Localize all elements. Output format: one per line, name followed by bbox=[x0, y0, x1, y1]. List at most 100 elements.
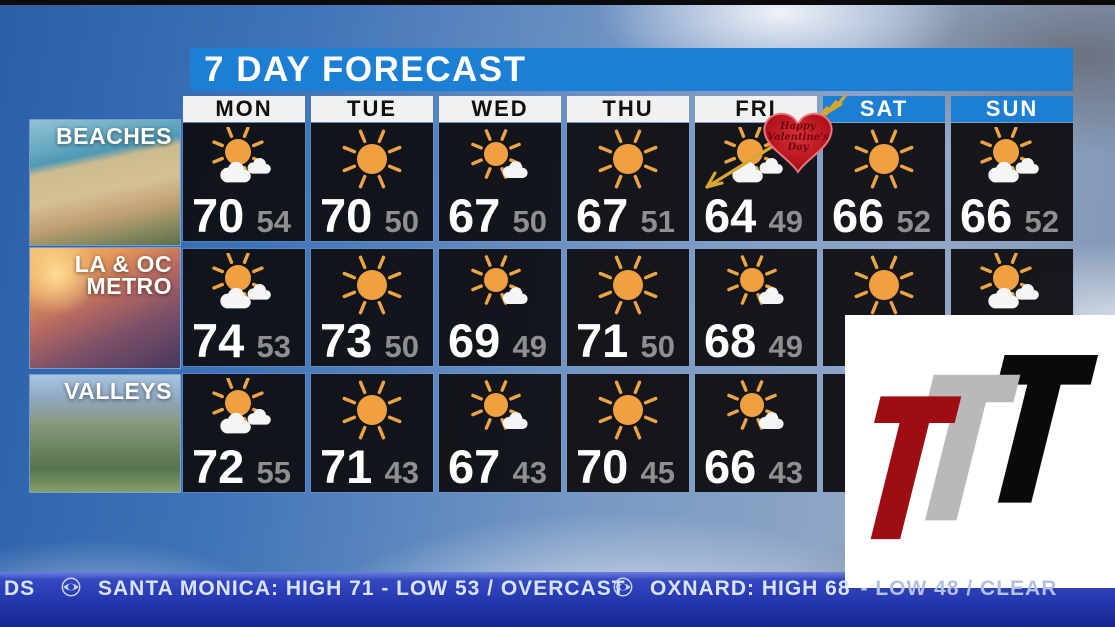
region-label-text: LA & OC bbox=[74, 251, 172, 277]
high-temp: 72 bbox=[192, 440, 245, 494]
low-temp: 52 bbox=[896, 204, 931, 240]
beaches-photo: BEACHES bbox=[30, 120, 180, 245]
high-temp: 67 bbox=[448, 189, 501, 243]
sunny-icon bbox=[823, 127, 945, 191]
sticker-line: Day bbox=[787, 142, 809, 153]
high-temp: 70 bbox=[192, 189, 245, 243]
sunny-icon bbox=[311, 253, 433, 317]
ttt-logo-icon bbox=[870, 355, 1099, 540]
forecast-cell: 74 53 bbox=[182, 248, 306, 368]
high-temp: 71 bbox=[320, 440, 373, 494]
region-label-valleys: VALLEYS bbox=[64, 378, 172, 404]
low-temp: 43 bbox=[512, 455, 547, 491]
temps: 72 55 bbox=[192, 440, 291, 494]
forecast-cell: 67 43 bbox=[438, 373, 562, 493]
partly-cloudy-icon bbox=[951, 253, 1073, 317]
temps: 71 50 bbox=[576, 318, 675, 365]
partly-cloudy-icon bbox=[183, 253, 305, 317]
sunny-icon bbox=[567, 127, 689, 191]
letterbox-strip bbox=[0, 0, 1115, 5]
sticker-line: Happy bbox=[780, 121, 816, 132]
sticker-text: Happy Valentine's Day bbox=[758, 121, 838, 154]
low-temp: 50 bbox=[512, 204, 547, 240]
high-temp: 70 bbox=[320, 189, 373, 243]
mostly-sunny-icon bbox=[439, 253, 561, 317]
day-header-wed: WED bbox=[439, 96, 561, 122]
low-temp: 50 bbox=[384, 204, 419, 240]
region-label-text: METRO bbox=[86, 272, 172, 299]
mostly-sunny-icon bbox=[439, 378, 561, 442]
region-label-text: BEACHES bbox=[56, 123, 172, 149]
temps: 67 51 bbox=[576, 193, 675, 240]
forecast-cell: 66 43 bbox=[694, 373, 818, 494]
low-temp: 54 bbox=[256, 204, 291, 240]
forecast-title-bar: 7 DAY FORECAST bbox=[190, 48, 1073, 91]
forecast-cell: 72 55 bbox=[182, 373, 306, 494]
high-temp: 73 bbox=[320, 314, 373, 368]
forecast-cell: 70 45 bbox=[566, 373, 690, 494]
forecast-cell: 69 49 bbox=[438, 248, 562, 368]
low-temp: 49 bbox=[768, 329, 803, 365]
sunny-icon bbox=[311, 378, 433, 442]
low-temp: 51 bbox=[640, 204, 675, 240]
high-temp: 66 bbox=[704, 440, 757, 494]
day-header-mon: MON bbox=[183, 96, 305, 122]
high-temp: 68 bbox=[704, 314, 757, 368]
page-title: 7 DAY FORECAST bbox=[204, 50, 527, 89]
metro-photo: LA & OC METRO bbox=[30, 248, 180, 368]
low-temp: 50 bbox=[384, 329, 419, 365]
sunny-icon bbox=[567, 253, 689, 317]
temps: 70 50 bbox=[320, 189, 419, 243]
day-header-sun: SUN bbox=[951, 96, 1073, 122]
ticker-item-oxnard: OXNARD: HIGH 68 - LOW 48 / CLEAR bbox=[650, 576, 1057, 602]
forecast-cell: 67 50 bbox=[438, 122, 562, 243]
forecast-cell: 71 50 bbox=[566, 248, 690, 367]
forecast-cell: 66 52 bbox=[822, 122, 946, 243]
high-temp: 66 bbox=[960, 189, 1013, 243]
temps: 64 49 bbox=[704, 193, 803, 240]
temps: 66 52 bbox=[832, 189, 931, 243]
temps: 68 49 bbox=[704, 314, 803, 368]
temps: 74 53 bbox=[192, 314, 291, 368]
valentines-heart-sticker: Happy Valentine's Day bbox=[758, 108, 838, 178]
forecast-cell: 71 43 bbox=[310, 373, 434, 494]
high-temp: 66 bbox=[832, 189, 885, 243]
ticker-item-visible: OXNARD: HIGH 68 bbox=[650, 577, 851, 600]
mostly-sunny-icon bbox=[695, 253, 817, 317]
news-ticker-text: DS SANTA MONICA: HIGH 71 - LOW 53 / OVER… bbox=[0, 576, 1115, 602]
temps: 66 43 bbox=[704, 440, 803, 494]
temps: 70 45 bbox=[576, 440, 675, 494]
temps: 69 49 bbox=[448, 314, 547, 368]
cbs-eye-icon bbox=[60, 576, 82, 605]
day-header-tue: TUE bbox=[311, 96, 433, 122]
low-temp: 49 bbox=[512, 329, 547, 365]
day-header-thu: THU bbox=[567, 96, 689, 122]
forecast-cell: 67 51 bbox=[566, 122, 690, 242]
partly-cloudy-icon bbox=[183, 127, 305, 191]
temps: 67 50 bbox=[448, 189, 547, 243]
temps: 71 43 bbox=[320, 440, 419, 494]
ticker-item-santa-monica: SANTA MONICA: HIGH 71 - LOW 53 / OVERCAS… bbox=[98, 577, 626, 600]
forecast-cell: 68 49 bbox=[694, 248, 818, 368]
low-temp: 55 bbox=[256, 455, 291, 491]
temps: 73 50 bbox=[320, 314, 419, 368]
forecast-cell: 73 50 bbox=[310, 248, 434, 368]
region-label-beaches: BEACHES bbox=[56, 123, 172, 149]
low-temp: 45 bbox=[640, 455, 675, 491]
forecast-cell: 70 50 bbox=[310, 122, 434, 243]
high-temp: 69 bbox=[448, 314, 501, 368]
sunny-icon bbox=[567, 378, 689, 442]
valleys-photo: VALLEYS bbox=[30, 375, 180, 492]
high-temp: 70 bbox=[576, 440, 629, 494]
partly-cloudy-icon bbox=[695, 127, 817, 191]
region-label-text: VALLEYS bbox=[64, 378, 172, 404]
sunny-icon bbox=[311, 127, 433, 191]
forecast-cell: 66 52 bbox=[950, 122, 1074, 243]
temps: 67 43 bbox=[448, 444, 547, 491]
temps: 66 52 bbox=[960, 189, 1059, 243]
low-temp: 49 bbox=[768, 204, 803, 240]
high-temp: 74 bbox=[192, 314, 245, 368]
region-label-metro: LA & OC METRO bbox=[74, 251, 172, 299]
ticker-item-obscured: - LOW 48 / CLEAR bbox=[860, 577, 1058, 600]
